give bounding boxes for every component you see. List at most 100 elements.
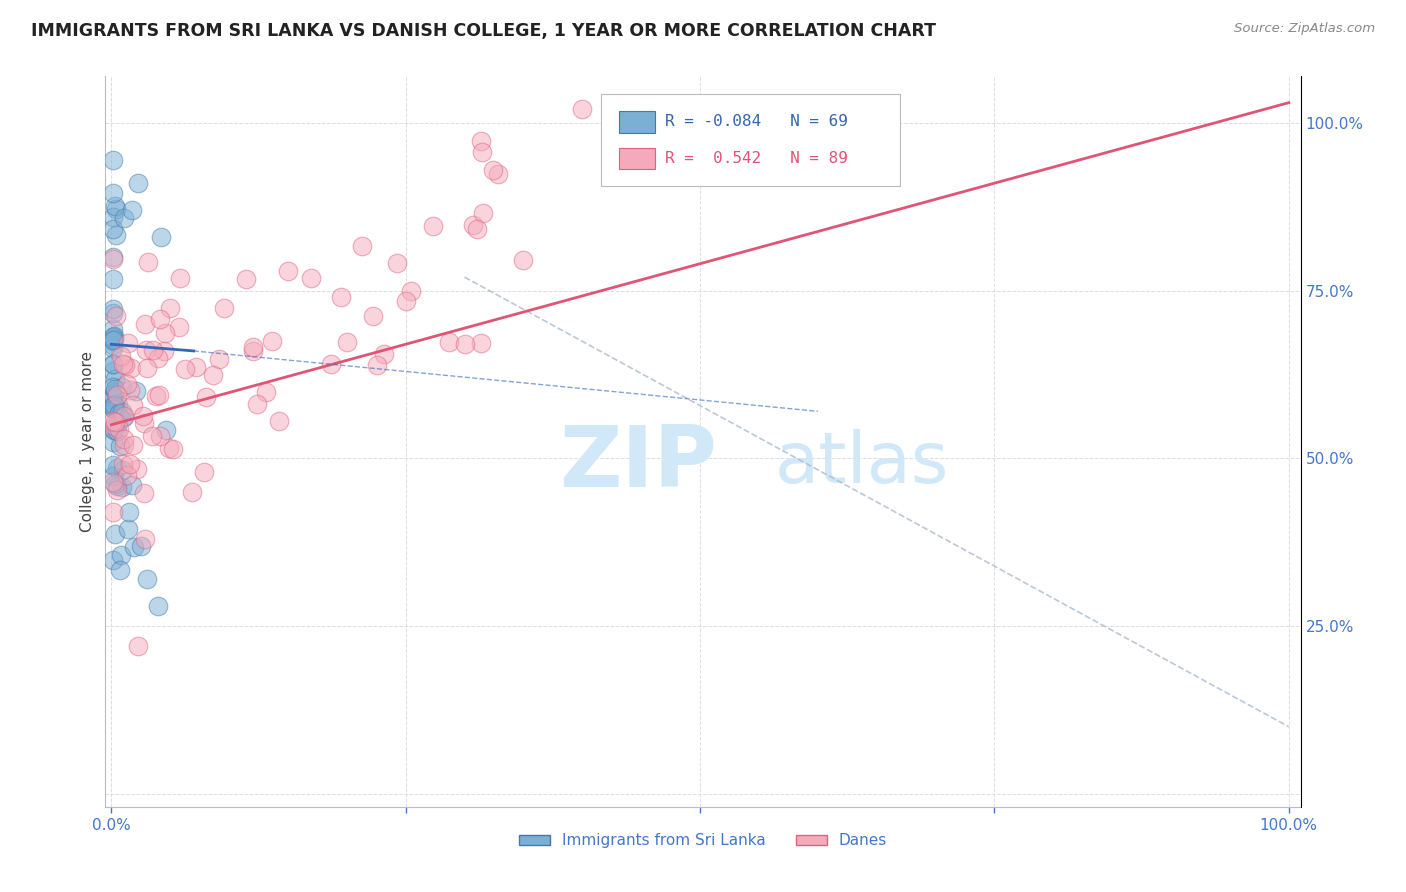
Point (125, 384, 148, 399)
Point (135, 572, 157, 586)
Point (186, 360, 208, 375)
Point (336, 334, 359, 349)
Point (103, 398, 125, 412)
Point (104, 385, 127, 400)
Point (105, 478, 128, 492)
Point (101, 469, 124, 483)
Point (162, 442, 184, 457)
Point (108, 563, 131, 577)
Point (373, 347, 395, 361)
Point (134, 485, 156, 500)
Point (212, 301, 235, 315)
Point (180, 484, 202, 499)
Point (101, 475, 124, 489)
Point (125, 462, 148, 476)
Point (104, 527, 127, 541)
Point (101, 379, 124, 393)
Point (269, 414, 291, 428)
Point (399, 284, 422, 298)
Point (150, 230, 173, 244)
Point (101, 153, 124, 167)
Point (159, 301, 181, 315)
Point (112, 410, 135, 425)
Point (471, 145, 494, 160)
Point (103, 398, 125, 412)
Point (135, 343, 157, 358)
Point (101, 421, 124, 435)
Point (208, 351, 231, 366)
Point (481, 162, 503, 177)
Point (141, 429, 163, 443)
Point (103, 372, 125, 386)
Point (134, 317, 156, 331)
Y-axis label: College, 1 year or more: College, 1 year or more (80, 351, 96, 532)
Point (108, 439, 131, 453)
Point (149, 312, 172, 326)
Point (115, 468, 138, 483)
Point (121, 202, 143, 217)
Point (104, 309, 127, 323)
Point (101, 306, 124, 320)
Point (101, 386, 124, 401)
Point (104, 419, 127, 434)
Point (107, 417, 129, 431)
Point (115, 377, 138, 392)
Point (157, 441, 180, 455)
Point (103, 302, 125, 317)
Point (105, 424, 128, 438)
Point (148, 599, 170, 613)
Point (101, 341, 124, 355)
Point (101, 222, 124, 236)
Point (101, 458, 124, 472)
Point (167, 320, 190, 334)
Text: R = -0.084   N = 69: R = -0.084 N = 69 (665, 114, 848, 129)
Text: R =  0.542   N = 89: R = 0.542 N = 89 (665, 151, 848, 166)
Point (101, 321, 124, 335)
Point (512, 252, 534, 267)
Point (112, 438, 135, 452)
Point (103, 390, 125, 404)
Point (299, 270, 322, 285)
Point (242, 341, 264, 355)
Point (101, 186, 124, 200)
Point (571, 103, 593, 117)
Point (101, 357, 124, 371)
Bar (619, 111, 655, 133)
Point (352, 239, 374, 253)
Point (111, 380, 134, 394)
Point (101, 553, 124, 567)
FancyBboxPatch shape (602, 95, 900, 186)
Point (103, 423, 125, 437)
Point (112, 357, 135, 371)
Point (101, 399, 124, 413)
Point (174, 361, 197, 376)
Point (366, 359, 388, 373)
Point (107, 422, 129, 436)
Point (104, 415, 127, 429)
Point (242, 344, 264, 359)
Point (395, 293, 418, 308)
Point (101, 338, 124, 352)
Point (136, 361, 159, 376)
Point (129, 539, 152, 553)
Point (134, 532, 156, 546)
Point (108, 406, 131, 420)
Text: ZIP: ZIP (560, 422, 717, 505)
Point (112, 211, 135, 225)
Bar (619, 147, 655, 169)
Point (111, 480, 134, 494)
Text: IMMIGRANTS FROM SRI LANKA VS DANISH COLLEGE, 1 YEAR OR MORE CORRELATION CHART: IMMIGRANTS FROM SRI LANKA VS DANISH COLL… (31, 22, 936, 40)
Point (105, 388, 128, 402)
Point (194, 390, 217, 404)
Point (465, 222, 488, 236)
Point (117, 336, 139, 351)
Point (101, 357, 124, 371)
Point (104, 227, 127, 242)
Point (142, 343, 165, 358)
Point (103, 402, 125, 417)
Point (112, 409, 135, 423)
Text: Source: ZipAtlas.com: Source: ZipAtlas.com (1234, 22, 1375, 36)
Point (437, 335, 460, 350)
Point (149, 429, 172, 443)
Point (110, 548, 132, 562)
